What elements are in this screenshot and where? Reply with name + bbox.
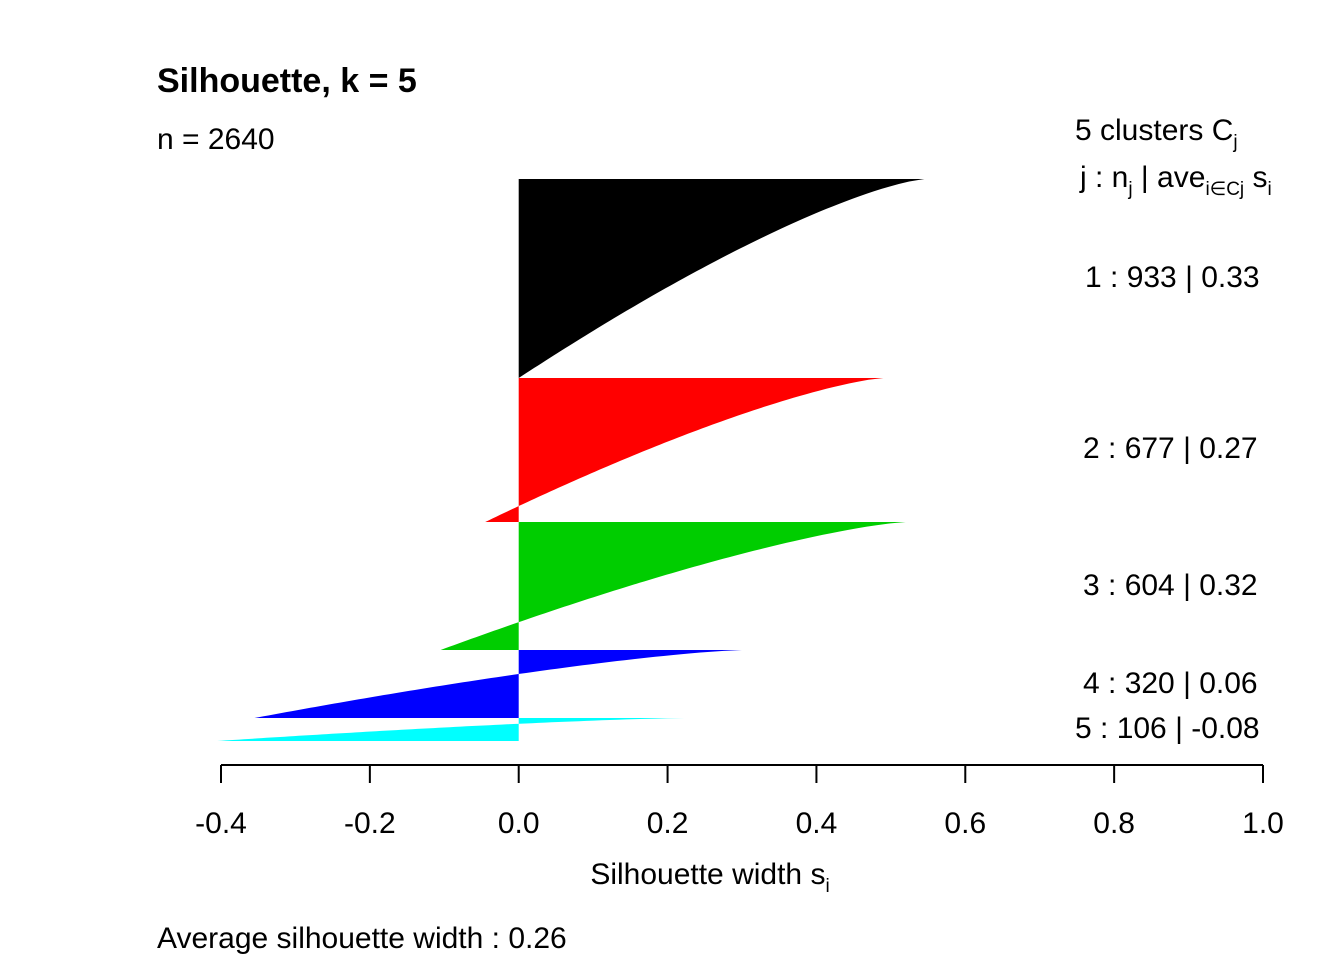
x-tick-label: 0.2 (647, 807, 689, 840)
legend-header-line1-sub: j (1232, 132, 1237, 153)
cluster-5-silhouette (217, 718, 685, 741)
x-tick-label: 0.4 (796, 807, 838, 840)
x-axis-label: Silhouette width si (590, 858, 829, 897)
legend-header-line2: j : nj | avei∈Cj si (1079, 161, 1272, 200)
cluster-4-silhouette (254, 650, 742, 718)
legend-header-part-3: s (1244, 161, 1267, 194)
cluster-1-silhouette (518, 179, 925, 378)
legend-header-part-2: | ave (1133, 161, 1206, 194)
legend-header-part-2-sub: i∈Cj (1205, 179, 1244, 200)
x-axis: -0.4 -0.2 0.0 0.2 0.4 0.6 0.8 1.0 (195, 764, 1284, 840)
legend-header-part-1-sub: j (1127, 179, 1132, 200)
cluster-label-1: 1 : 933 | 0.33 (1085, 261, 1260, 294)
legend-header-part-1: j : n (1079, 161, 1128, 194)
cluster-label-2: 2 : 677 | 0.27 (1083, 432, 1258, 465)
average-silhouette-footer: Average silhouette width : 0.26 (157, 922, 567, 955)
chart-title: Silhouette, k = 5 (157, 62, 417, 100)
x-tick-label: 0.6 (944, 807, 986, 840)
cluster-label-3: 3 : 604 | 0.32 (1083, 569, 1258, 602)
cluster-silhouettes (217, 179, 925, 741)
cluster-3-silhouette (440, 522, 906, 650)
x-tick-label: 0.8 (1093, 807, 1135, 840)
x-tick-label: 1.0 (1242, 807, 1284, 840)
x-tick-label: -0.4 (195, 807, 247, 840)
cluster-label-5: 5 : 106 | -0.08 (1075, 712, 1260, 745)
cluster-2-silhouette (485, 378, 884, 522)
legend-header-part-3-sub: i (1268, 179, 1272, 200)
cluster-label-4: 4 : 320 | 0.06 (1083, 667, 1258, 700)
x-tick-label: 0.0 (498, 807, 540, 840)
x-axis-label-main: Silhouette width s (590, 858, 825, 891)
legend-header-line1: 5 clusters Cj (1075, 114, 1238, 153)
x-axis-label-sub: i (825, 876, 829, 897)
x-tick-label: -0.2 (344, 807, 396, 840)
legend-header-line1-main: 5 clusters C (1075, 114, 1233, 147)
n-label: n = 2640 (157, 123, 275, 156)
